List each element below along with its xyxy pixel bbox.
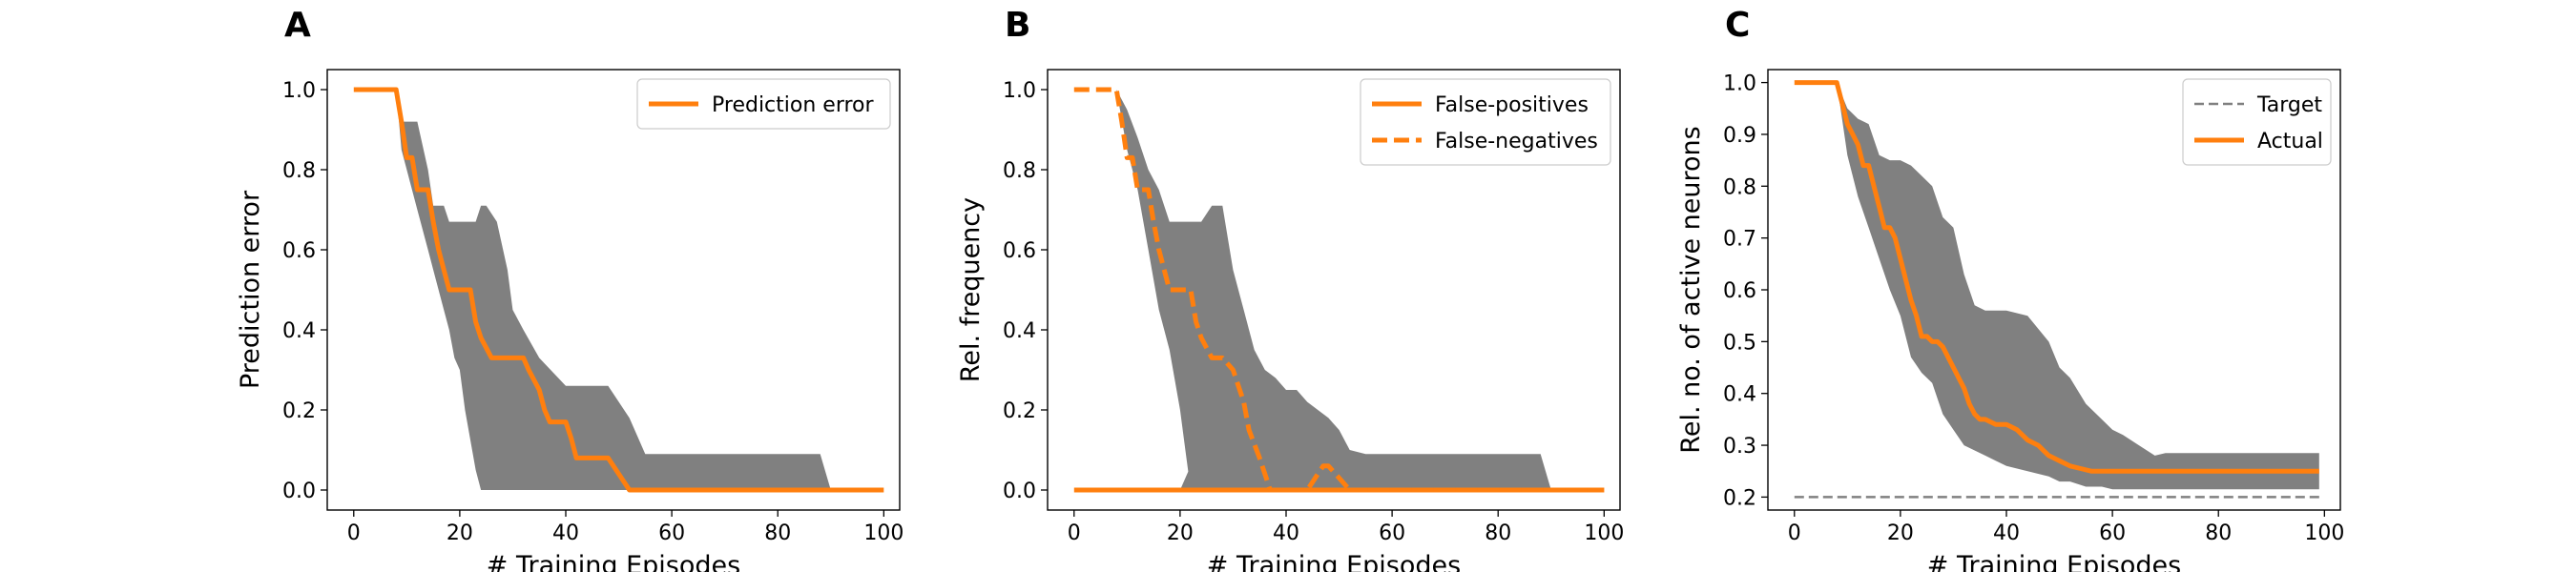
panel-b-ytick-label: 0.4 (1003, 319, 1036, 343)
panel-c-xtick-label: 0 (1788, 521, 1801, 545)
panel-a-xtick-label: 20 (447, 521, 473, 545)
panel-c-ytick-label: 0.9 (1723, 124, 1756, 148)
panel-b-legend: False-positives False-negatives (1360, 78, 1611, 166)
panel-c-xtick-label: 100 (2304, 521, 2344, 545)
panel-c-ytick-label: 0.4 (1723, 383, 1756, 407)
panel-b-series-1 (1073, 87, 1605, 493)
panel-b-ytick-label: 0.8 (1003, 159, 1036, 183)
panel-b-ytick-label: 0.6 (1003, 239, 1036, 263)
panel-b-axes-frame (1047, 69, 1621, 511)
panel-a-axes-frame (326, 69, 901, 511)
panel-c-series-1 (1794, 80, 2319, 474)
panel-a-xtick-label: 40 (552, 521, 579, 545)
panel-a-ytick-label: 0.0 (282, 480, 316, 503)
panel-a-xtick-label: 80 (764, 521, 791, 545)
panel-b-xtick-label: 80 (1485, 521, 1511, 545)
panel-b-ytick-label: 0.0 (1003, 480, 1036, 503)
panel-b-letter: B (1005, 6, 1030, 45)
panel-c-legend: Target Actual (2182, 78, 2332, 166)
panel-a: A 0 20 40 60 80 100 0.0 0.2 0.4 0.6 0.8 1.0 Predictio… (236, 6, 904, 572)
panel-c-xlabel: # Training Episodes (1927, 551, 2181, 572)
panel-a-ytick-label: 0.4 (282, 319, 316, 343)
panel-a-ytick-label: 0.8 (282, 159, 316, 183)
panel-b-legend-box (1360, 78, 1611, 166)
panel-b-ytick-label: 1.0 (1003, 79, 1036, 103)
panel-c-ytick-label: 0.7 (1723, 228, 1756, 252)
panel-c-ytick-label: 0.2 (1723, 486, 1756, 510)
panel-c-ytick-label: 1.0 (1723, 72, 1756, 96)
panel-c-legend-label: Actual (2257, 130, 2323, 153)
panel-a-legend-label: Prediction error (712, 93, 874, 117)
panel-c-xtick-label: 60 (2099, 521, 2126, 545)
panel-c-ylabel: Rel. no. of active neurons (1676, 126, 1706, 453)
panel-a-xlabel: # Training Episodes (487, 551, 740, 572)
panel-b-legend-label: False-positives (1435, 93, 1589, 117)
panel-b-xtick-label: 60 (1379, 521, 1405, 545)
panel-a-ylabel: Prediction error (236, 190, 265, 389)
panel-a-ytick-label: 0.2 (282, 399, 316, 423)
panel-a-xtick-label: 100 (863, 521, 904, 545)
panel-c-letter: C (1725, 6, 1750, 45)
panel-a-xtick-label: 60 (658, 521, 685, 545)
panel-a-legend-box (636, 78, 891, 130)
panel-c-ytick-label: 0.8 (1723, 175, 1756, 199)
panel-b-legend-label: False-negatives (1435, 130, 1598, 153)
panel-c-band-0 (1794, 82, 2319, 490)
panel-a-band-0 (353, 90, 884, 490)
panel-c-ytick-label: 0.5 (1723, 331, 1756, 355)
panel-c-xtick-label: 80 (2205, 521, 2232, 545)
panel-b-xtick-label: 20 (1167, 521, 1194, 545)
panel-a-series-0 (353, 87, 884, 493)
panel-c-ytick-label: 0.6 (1723, 279, 1756, 303)
panel-b-band-1 (1073, 454, 1605, 490)
panel-c-ytick-label: 0.3 (1723, 435, 1756, 459)
panel-c-xtick-label: 40 (1993, 521, 2020, 545)
panel-b-xtick-label: 40 (1273, 521, 1299, 545)
panel-c-legend-box (2182, 78, 2332, 166)
panel-b: B 0 20 40 60 80 100 0.0 0.2 0.4 0.6 0.8 1.0 Rel. freq… (956, 6, 1624, 572)
panel-a-ytick-label: 1.0 (282, 79, 316, 103)
panel-c-legend-label: Target (2256, 93, 2322, 117)
panel-c-xtick-label: 20 (1887, 521, 1914, 545)
panel-b-xtick-label: 0 (1068, 521, 1081, 545)
panel-b-ylabel: Rel. frequency (956, 197, 986, 382)
panel-a-xtick-label: 0 (347, 521, 361, 545)
panel-b-band-0 (1073, 90, 1605, 490)
panel-a-ytick-label: 0.6 (282, 239, 316, 263)
panel-b-xtick-label: 100 (1584, 521, 1624, 545)
panel-b-xlabel: # Training Episodes (1207, 551, 1461, 572)
panel-a-legend: Prediction error (636, 78, 891, 130)
panel-c: C 0 20 40 60 80 100 0.2 0.3 0.4 0.5 0.6 0.7 0.8 0.9 1.0… (1676, 6, 2344, 572)
panel-a-letter: A (284, 6, 311, 45)
panel-b-ytick-label: 0.2 (1003, 399, 1036, 423)
